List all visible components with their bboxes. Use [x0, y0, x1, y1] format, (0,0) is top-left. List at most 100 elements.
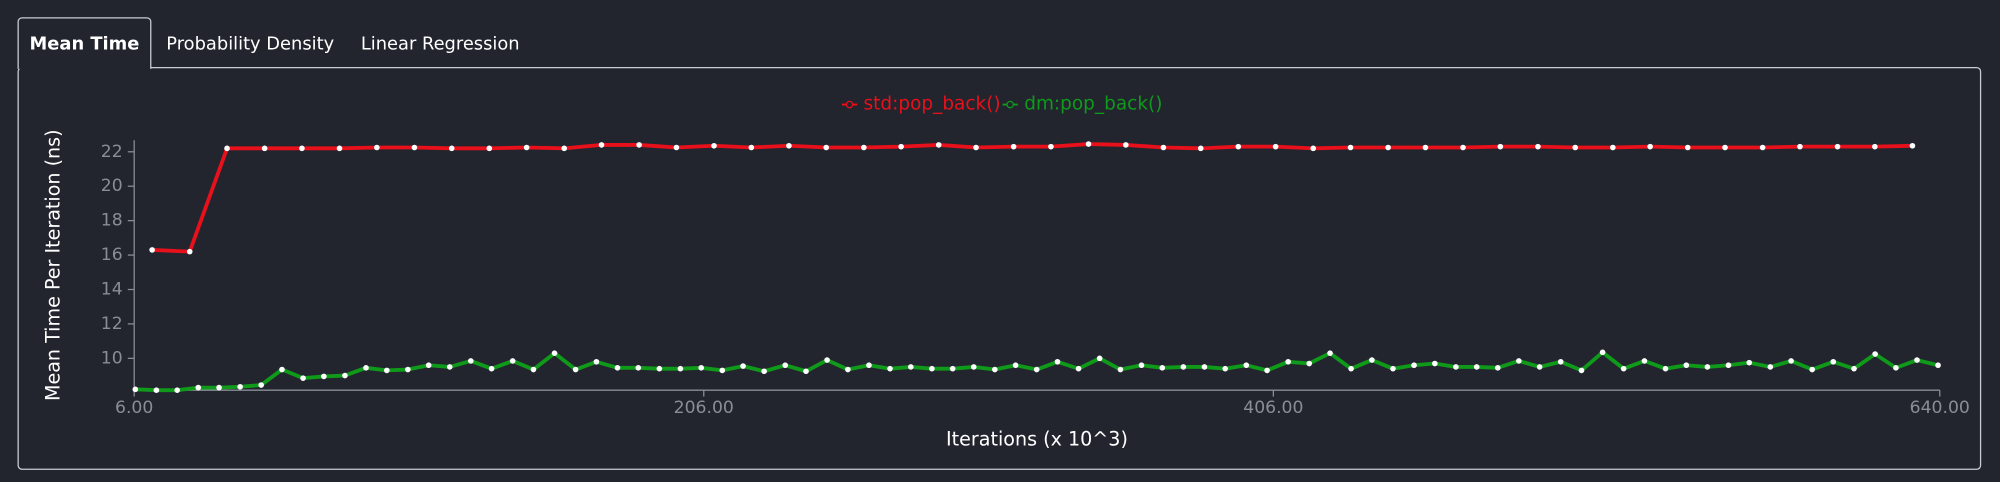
data-point [761, 368, 767, 375]
data-point [823, 144, 830, 151]
data-point [149, 247, 155, 253]
data-point [719, 367, 726, 374]
data-point [908, 364, 914, 370]
y-tick-label: 12 [101, 314, 123, 334]
y-tick-label: 18 [101, 211, 123, 231]
data-point [1235, 143, 1242, 150]
data-point [1138, 362, 1145, 369]
data-point [1767, 364, 1774, 370]
data-point [1704, 364, 1711, 370]
y-tick-label: 16 [101, 245, 123, 265]
data-point [1180, 364, 1187, 370]
data-point [195, 384, 202, 391]
data-point [1759, 144, 1766, 151]
tab-outline [17, 17, 152, 69]
data-point [446, 364, 453, 370]
legend-item[interactable]: dm:pop_back() [1002, 94, 1163, 115]
data-point [1834, 143, 1841, 150]
legend-label[interactable]: std:pop_back() [864, 94, 1001, 115]
data-point [1197, 145, 1204, 152]
data-point [861, 144, 867, 151]
data-point [970, 364, 977, 370]
data-point [598, 142, 605, 148]
data-point [1390, 365, 1396, 372]
data-point [1369, 357, 1375, 363]
data-point [635, 365, 642, 371]
tab[interactable]: Mean Time [17, 17, 152, 69]
tab[interactable]: Linear Regression [361, 34, 520, 55]
y-axis-label: Mean Time Per Iteration (ns) [41, 129, 64, 401]
data-point [1909, 142, 1916, 149]
data-point [636, 142, 642, 148]
data-point [1809, 366, 1815, 373]
data-point [1684, 144, 1691, 151]
chart: Iterations (x 10^3) Mean Time Per Iterat… [41, 94, 1970, 451]
data-point [1085, 141, 1092, 147]
panel [17, 66, 1982, 470]
data-point [673, 144, 680, 151]
data-point [1327, 350, 1333, 356]
data-point [1473, 364, 1480, 370]
data-point [1662, 365, 1669, 372]
data-point [824, 357, 830, 363]
data-point [1494, 365, 1501, 371]
data-point [1788, 358, 1794, 364]
data-point [279, 366, 285, 373]
data-point [1272, 143, 1279, 150]
data-point [448, 145, 455, 152]
y-tick-label: 20 [101, 176, 123, 196]
data-point [782, 362, 789, 369]
data-point [887, 365, 893, 372]
data-point [677, 365, 684, 372]
tab-label[interactable]: Linear Regression [361, 34, 520, 55]
data-point [949, 365, 956, 372]
data-point [898, 143, 904, 150]
data-point [1872, 351, 1878, 357]
data-point [1610, 144, 1616, 151]
data-point [1460, 144, 1466, 151]
legend: std:pop_back() dm:pop_back() [841, 94, 1163, 115]
data-point [845, 366, 851, 373]
data-point [261, 145, 268, 152]
data-point [1054, 358, 1061, 365]
tab-bar: Mean Time Probability Density Linear Regre… [17, 17, 520, 69]
data-point [698, 365, 705, 371]
legend-marker [845, 100, 854, 109]
data-point [1310, 145, 1317, 152]
data-point [523, 144, 530, 151]
data-point [786, 142, 792, 149]
data-point [1033, 366, 1040, 373]
y-tick-label: 22 [101, 142, 123, 162]
data-point [551, 350, 558, 356]
data-point [1725, 362, 1732, 369]
data-point [374, 144, 380, 151]
data-point [1075, 365, 1082, 372]
data-point [929, 365, 935, 372]
data-point [258, 382, 265, 388]
data-point [1222, 365, 1229, 372]
data-point [1599, 349, 1606, 356]
data-point [1048, 143, 1054, 150]
data-point [1935, 362, 1941, 369]
tab-label[interactable]: Mean Time [30, 34, 140, 55]
data-point [1159, 365, 1166, 371]
data-point [1160, 144, 1167, 151]
x-tick-label: 406.00 [1243, 398, 1303, 418]
tab-label[interactable]: Probability Density [166, 34, 334, 55]
legend-item[interactable]: std:pop_back() [841, 94, 1001, 115]
legend-label[interactable]: dm:pop_back() [1024, 94, 1162, 115]
data-point [1536, 364, 1543, 370]
data-point [593, 358, 600, 365]
data-point [237, 383, 243, 390]
data-point [1243, 362, 1250, 369]
data-point [803, 368, 809, 375]
data-point [1557, 358, 1564, 365]
data-point [186, 248, 193, 255]
data-point [405, 366, 411, 373]
data-point [1797, 143, 1803, 150]
data-point [488, 365, 495, 372]
tab[interactable]: Probability Density [166, 34, 334, 55]
data-point [1683, 362, 1690, 369]
data-point [1117, 366, 1124, 373]
data-point [1872, 143, 1878, 150]
